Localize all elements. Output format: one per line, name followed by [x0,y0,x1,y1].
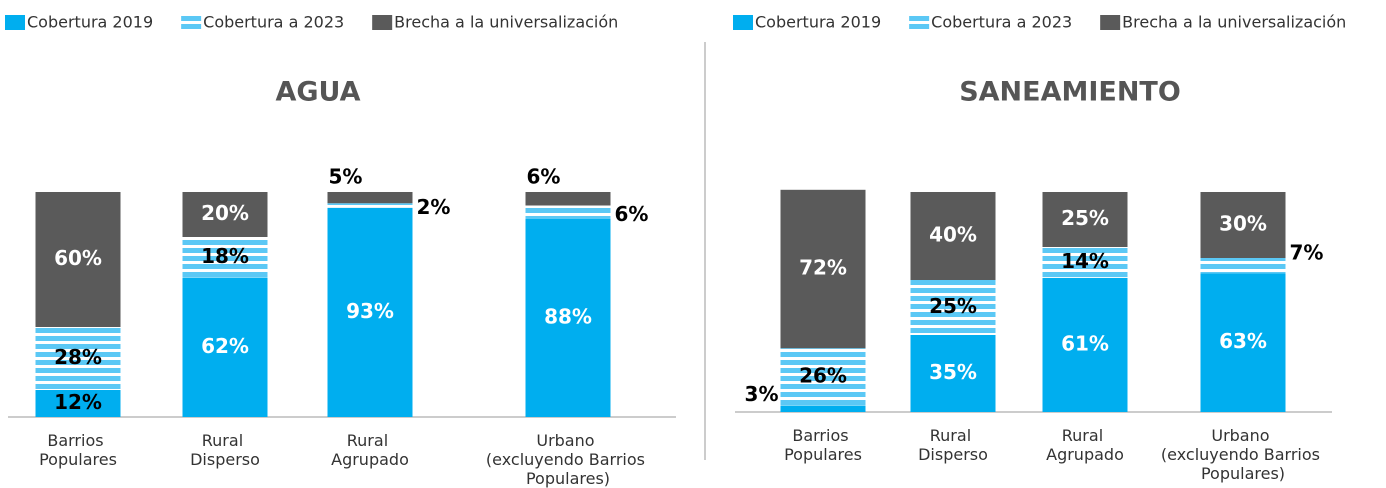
bar-segment [327,192,413,204]
data-label: 93% [346,299,394,323]
data-label: 14% [1061,249,1109,273]
x-tick-label: Rural Agrupado [1046,426,1124,464]
legend-swatch [733,15,753,30]
legend-label: Cobertura a 2023 [203,13,344,32]
data-label: 5% [329,165,363,189]
x-tick-label: Rural Agrupado [331,431,409,469]
bar-segment [1042,277,1128,412]
data-label: 7% [1290,241,1324,265]
data-label: 28% [54,345,102,369]
bar-segment [1200,273,1286,412]
bar-segment [910,192,996,280]
data-label: 60% [54,246,102,270]
bar-segment [182,237,268,278]
data-label: 6% [615,202,649,226]
x-tick-label: Barrios Populares [784,426,862,464]
bar-segment [35,192,121,327]
bar-segment [910,335,996,412]
legend-swatch [181,15,202,30]
bar-segment [780,405,866,412]
bar-segment [1042,192,1128,247]
data-label: 12% [54,390,102,414]
bar-segment [1200,192,1286,258]
chart-title: AGUA [275,77,360,108]
legend-label: Brecha a la universalización [1122,13,1346,32]
data-label: 63% [1219,329,1267,353]
bar-segment [327,207,413,417]
bar-segment [182,192,268,237]
x-tick-label: Rural Disperso [190,431,260,469]
x-tick-label: Urbano (excluyendo Barrios Populares) [1161,426,1325,483]
data-label: 61% [1061,331,1109,355]
data-label: 20% [201,201,249,225]
data-label: 30% [1219,212,1267,236]
data-label: 18% [201,244,249,268]
legend-swatch [1100,15,1121,30]
bar-segment [182,277,268,417]
bar-segment [780,189,866,349]
data-label: 88% [544,305,592,329]
bar-segment [910,280,996,335]
data-label: 25% [1061,206,1109,230]
data-label: 6% [527,165,561,189]
legend-swatch [909,15,930,30]
bar-segment [525,205,611,219]
bar-segment [327,203,413,208]
data-label: 72% [799,256,847,280]
bar-segment [1200,258,1286,274]
x-tick-label: Rural Disperso [918,426,988,464]
legend-swatch [5,15,25,30]
x-tick-label: Barrios Populares [39,431,117,469]
data-label: 62% [201,334,249,358]
bar-segment [525,192,611,206]
data-label: 40% [929,223,977,247]
bar-segment [1042,247,1128,278]
legend-label: Cobertura 2019 [755,13,881,32]
legend-label: Brecha a la universalización [394,13,618,32]
data-label: 3% [745,382,779,406]
data-label: 2% [417,195,451,219]
bar-segment [780,348,866,406]
data-label: 26% [799,363,847,387]
bar-segment [35,390,121,417]
data-label: 35% [929,360,977,384]
chart-title: SANEAMIENTO [959,77,1181,108]
legend-swatch [372,15,393,30]
bar-segment [35,327,121,390]
legend-label: Cobertura a 2023 [931,13,1072,32]
x-tick-label: Urbano (excluyendo Barrios Populares) [486,431,650,488]
legend-label: Cobertura 2019 [27,13,153,32]
bar-segment [525,219,611,417]
data-label: 25% [929,294,977,318]
